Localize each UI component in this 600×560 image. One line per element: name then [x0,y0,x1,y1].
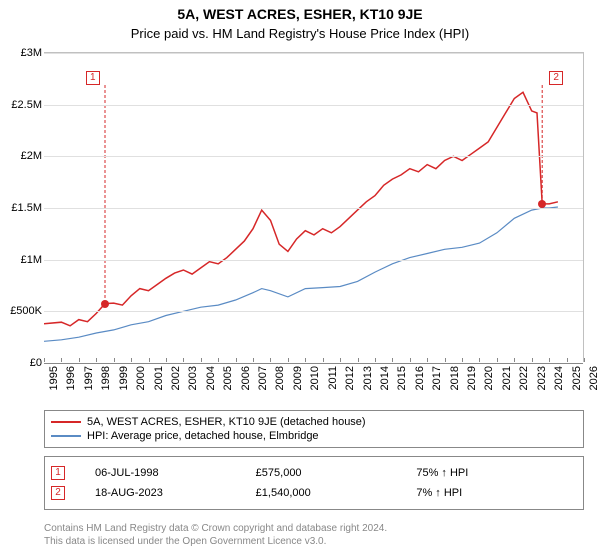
transaction-marker: 2 [51,486,65,500]
y-tick-label: £0 [2,357,42,369]
transaction-price: £575,000 [256,467,417,479]
legend-label: 5A, WEST ACRES, ESHER, KT10 9JE (detache… [87,416,366,428]
y-gridline [44,156,583,157]
footer-line-2: This data is licensed under the Open Gov… [44,535,584,548]
x-tick-label: 2000 [135,366,147,390]
x-tick-label: 2025 [571,366,583,390]
y-tick-label: £3M [2,47,42,59]
x-tick-label: 2006 [240,366,252,390]
transaction-row: 1 06-JUL-1998£575,00075% ↑ HPI [51,463,577,483]
x-tick-label: 1999 [118,366,130,390]
x-tick-label: 2023 [536,366,548,390]
transaction-date: 06-JUL-1998 [95,467,256,479]
y-tick-label: £1.5M [2,202,42,214]
y-tick-label: £500K [2,305,42,317]
x-tick-label: 2020 [483,366,495,390]
x-tick-label: 2024 [553,366,565,390]
series-legend: 5A, WEST ACRES, ESHER, KT10 9JE (detache… [44,410,584,448]
legend-swatch [51,421,81,423]
legend-row: HPI: Average price, detached house, Elmb… [51,429,577,443]
marker-dot [538,200,546,208]
x-tick-label: 2018 [449,366,461,390]
series-line [44,207,558,341]
x-tick-label: 2007 [257,366,269,390]
marker-dot [101,300,109,308]
x-tick-label: 2022 [518,366,530,390]
x-tick-label: 2017 [431,366,443,390]
transaction-price: £1,540,000 [256,487,417,499]
x-tick-label: 2005 [222,366,234,390]
y-gridline [44,208,583,209]
marker-box: 1 [86,71,100,85]
x-tick-label: 2011 [327,366,339,390]
x-tick-label: 1995 [48,366,60,390]
x-axis: 1995 1996 1997 1998 1999 2000 2001 2002 2003 2004… [44,362,584,412]
legend-swatch [51,435,81,437]
x-tick-label: 1998 [100,366,112,390]
x-tick-label: 2021 [501,366,513,390]
y-gridline [44,105,583,106]
y-tick-label: £2M [2,150,42,162]
x-tick-label: 2009 [292,366,304,390]
x-tick-label: 2002 [170,366,182,390]
x-tick-label: 2008 [274,366,286,390]
y-gridline [44,311,583,312]
x-tick-label: 1996 [65,366,77,390]
footer-line-1: Contains HM Land Registry data © Crown c… [44,522,584,535]
x-tick-label: 2013 [362,366,374,390]
x-tick-label: 2026 [588,366,600,390]
transaction-diff: 7% ↑ HPI [416,487,577,499]
x-tick-label: 2014 [379,366,391,390]
transaction-diff: 75% ↑ HPI [416,467,577,479]
chart-subtitle: Price paid vs. HM Land Registry's House … [0,22,600,41]
transactions-legend: 1 06-JUL-1998£575,00075% ↑ HPI 2 18-AUG-202… [44,456,584,510]
transaction-date: 18-AUG-2023 [95,487,256,499]
x-tick-label: 2003 [187,366,199,390]
y-gridline [44,53,583,54]
chart-plot-area: £0£500K£1M£1.5M£2M£2.5M£3M12 [44,52,584,362]
y-tick-label: £2.5M [2,99,42,111]
x-tick-label: 2016 [414,366,426,390]
y-gridline [44,260,583,261]
chart-container: 5A, WEST ACRES, ESHER, KT10 9JE Price pa… [0,0,600,560]
x-tick-label: 2004 [205,366,217,390]
x-tick-label: 2012 [344,366,356,390]
legend-row: 5A, WEST ACRES, ESHER, KT10 9JE (detache… [51,415,577,429]
x-tick-label: 2015 [396,366,408,390]
x-tick-label: 2019 [466,366,478,390]
x-tick-label: 2001 [153,366,165,390]
transaction-row: 2 18-AUG-2023£1,540,0007% ↑ HPI [51,483,577,503]
transaction-marker: 1 [51,466,65,480]
x-tick-label: 2010 [309,366,321,390]
y-tick-label: £1M [2,254,42,266]
x-tick-label: 1997 [83,366,95,390]
chart-title: 5A, WEST ACRES, ESHER, KT10 9JE [0,0,600,22]
footer-attribution: Contains HM Land Registry data © Crown c… [44,522,584,548]
marker-box: 2 [549,71,563,85]
legend-label: HPI: Average price, detached house, Elmb… [87,430,319,442]
